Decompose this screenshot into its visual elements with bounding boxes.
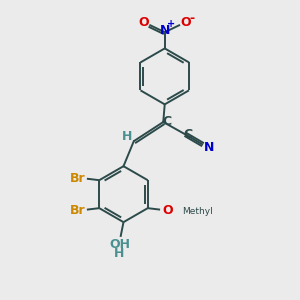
Text: +: + xyxy=(167,19,175,29)
Text: C: C xyxy=(163,115,172,128)
Text: Br: Br xyxy=(69,204,85,217)
Text: -: - xyxy=(189,12,194,25)
Text: Br: Br xyxy=(69,172,85,184)
Text: O: O xyxy=(139,16,149,29)
Text: Methyl: Methyl xyxy=(182,207,213,216)
Text: H: H xyxy=(122,130,133,143)
Text: O: O xyxy=(162,204,173,217)
Text: N: N xyxy=(204,141,214,154)
Text: N: N xyxy=(160,24,170,37)
Text: OH: OH xyxy=(109,238,130,251)
Text: C: C xyxy=(183,128,192,142)
Text: O: O xyxy=(180,16,190,29)
Text: H: H xyxy=(114,247,124,260)
